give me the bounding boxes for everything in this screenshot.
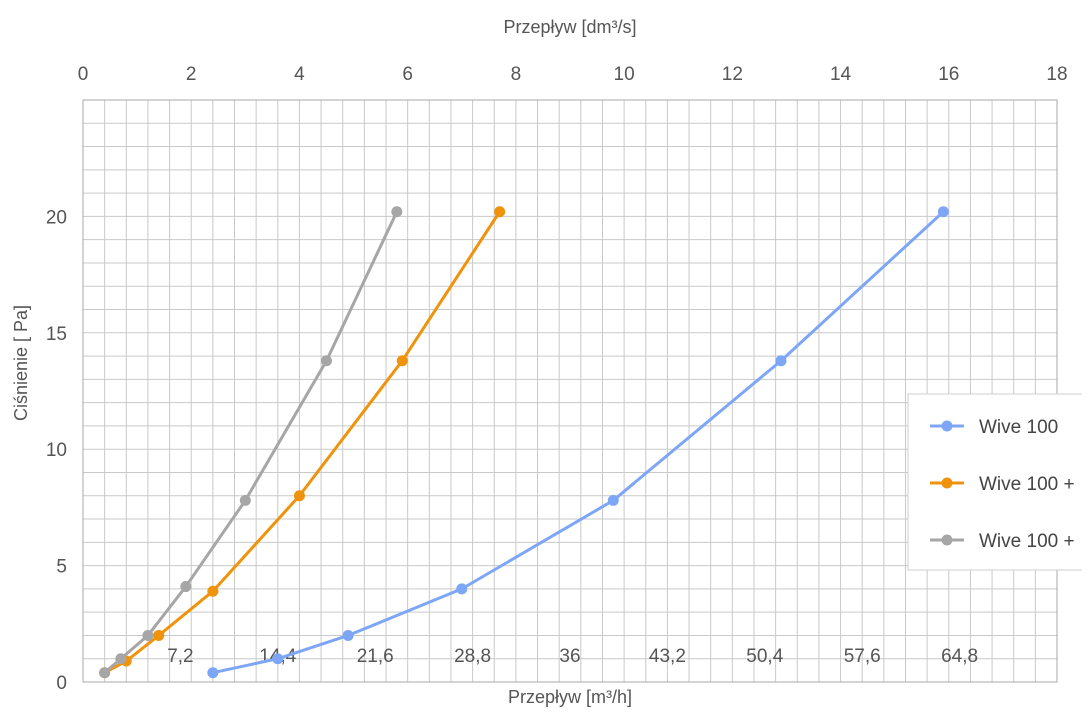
y-axis-title: Ciśnienie [ Pa]	[11, 305, 31, 421]
data-point	[239, 494, 251, 506]
x-top-tick-label: 6	[402, 64, 413, 85]
data-point	[775, 355, 787, 367]
series-1	[207, 206, 949, 679]
y-tick-label: 5	[56, 557, 67, 578]
legend-marker	[941, 477, 953, 489]
x-top-tick-label: 18	[1046, 64, 1067, 85]
legend-marker	[941, 420, 953, 432]
data-point	[456, 583, 468, 595]
y-tick-label: 0	[56, 673, 67, 694]
series-line	[103, 210, 501, 675]
series-3	[99, 206, 403, 679]
legend-label: Wive 100	[979, 417, 1058, 438]
data-point	[494, 206, 506, 218]
x-bottom-tick-label: 57,6	[844, 646, 881, 667]
legend: Wive 100 Wive 100 + Wive 100 +	[907, 393, 1082, 571]
data-point	[293, 490, 305, 502]
x-bottom-tick-label: 28,8	[454, 646, 491, 667]
x-top-tick-label: 10	[614, 64, 635, 85]
data-point	[342, 629, 354, 641]
x-top-tick-label: 16	[938, 64, 959, 85]
data-point	[207, 585, 219, 597]
legend-item: Wive 100 +	[930, 474, 1075, 495]
x-axis-title-bottom: Przepływ [m³/h]	[508, 687, 632, 707]
series-2	[99, 206, 506, 679]
data-point	[937, 206, 949, 218]
data-point	[153, 629, 165, 641]
x-top-tick-label: 4	[294, 64, 305, 85]
data-point	[607, 494, 619, 506]
grid	[82, 99, 1058, 683]
series-lines	[99, 206, 949, 679]
series-line	[212, 210, 945, 675]
data-point	[180, 581, 192, 593]
x-bottom-tick-label: 36	[559, 646, 580, 667]
plot-frame	[82, 99, 1058, 683]
x-bottom-tick-label: 43,2	[649, 646, 686, 667]
x-top-tick-label: 8	[511, 64, 522, 85]
x-top-tick-label: 2	[186, 64, 197, 85]
x-bottom-tick-label: 21,6	[357, 646, 394, 667]
data-point	[142, 629, 154, 641]
data-point	[391, 206, 403, 218]
y-tick-label: 15	[46, 324, 67, 345]
legend-label: Wive 100 +	[979, 531, 1075, 552]
data-point	[321, 355, 332, 367]
x-axis-title-top: Przepływ [dm³/s]	[503, 17, 636, 37]
x-bottom-tick-label: 50,4	[746, 646, 783, 667]
data-point	[272, 653, 284, 665]
data-point	[207, 667, 219, 679]
y-tick-label: 20	[46, 207, 67, 228]
data-point	[115, 653, 127, 665]
y-tick-label: 10	[46, 440, 67, 461]
legend-item: Wive 100	[930, 417, 1058, 438]
data-point	[99, 667, 111, 679]
legend-label: Wive 100 +	[979, 474, 1075, 495]
x-bottom-tick-label: 7,2	[167, 646, 193, 667]
tick-labels: 0246810121416187,214,421,628,83643,250,4…	[46, 64, 1068, 694]
legend-marker	[941, 534, 953, 546]
x-bottom-tick-label: 64,8	[941, 646, 978, 667]
x-top-tick-label: 14	[830, 64, 852, 85]
x-top-tick-label: 0	[78, 64, 89, 85]
series-line	[103, 211, 399, 674]
legend-item: Wive 100 +	[930, 531, 1075, 552]
x-top-tick-label: 12	[722, 64, 743, 85]
data-point	[396, 355, 408, 367]
